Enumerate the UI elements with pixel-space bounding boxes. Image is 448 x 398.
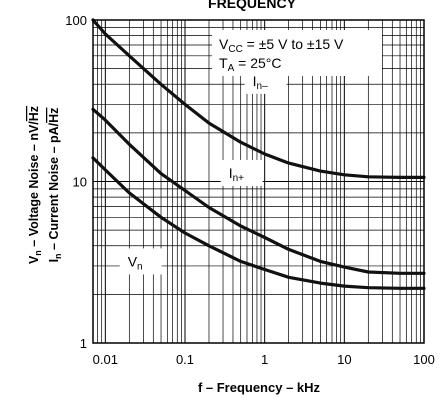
chart-title: FREQUENCY: [208, 0, 297, 11]
y-label-1-sub: n: [33, 250, 43, 256]
series-label-bg: [220, 159, 263, 186]
series-label-0: In–: [244, 67, 287, 94]
x-tick-label: 0.1: [176, 352, 194, 367]
series-label-bg: [119, 248, 162, 275]
svg-text:VCC = ±5 V to ±15 V: VCC = ±5 V to ±15 V: [219, 36, 344, 55]
vcc-prefix: V: [219, 36, 229, 52]
ta-text: = 25°C: [234, 55, 281, 71]
y-label-2-sub: n: [53, 253, 63, 259]
x-axis-label: f – Frequency – kHz: [198, 380, 321, 395]
series-line-1: [91, 107, 426, 275]
y-label-2-prefix: I: [47, 259, 61, 262]
y-axis-label-current: In – Current Noise – pA/Hz: [47, 108, 63, 263]
x-tick-label: 1: [261, 352, 268, 367]
y-label-2-root: Hz: [47, 108, 61, 123]
y-label-2-text: – Current Noise – pA/: [47, 122, 61, 253]
y-label-1-text: – Voltage Noise – nV/: [27, 121, 41, 251]
tick-labels: 0.01 0.1 1 10 100 1 10 100: [65, 13, 435, 367]
vcc-sub: CC: [228, 44, 242, 55]
svg-text:TA = 25°C: TA = 25°C: [219, 55, 281, 74]
y-tick-label: 100: [65, 13, 87, 28]
y-tick-label: 10: [73, 175, 87, 190]
y-axis-label: Vn – Voltage Noise – nV/Hz: [27, 106, 43, 264]
series-label-text: Vn: [128, 253, 143, 272]
series-labels: In– In+ Vn: [119, 67, 287, 275]
series-line-2: [91, 156, 426, 290]
series-label-1: In+: [220, 159, 263, 186]
ta-prefix: T: [219, 55, 228, 71]
ta-sub: A: [228, 63, 235, 74]
annotation-box: [212, 30, 382, 76]
series-label-text: In–: [253, 73, 268, 92]
y-tick-label: 1: [80, 336, 87, 351]
vcc-text: = ±5 V to ±15 V: [243, 36, 344, 52]
svg-text:In – Current Noise – pA/Hz: In – Current Noise – pA/Hz: [47, 108, 63, 263]
plot-frame: [92, 19, 425, 344]
series-label-bg: [244, 67, 287, 94]
x-tick-label: 10: [337, 352, 351, 367]
x-tick-label: 100: [413, 352, 435, 367]
svg-text:Vn – Voltage Noise – nV/Hz: Vn – Voltage Noise – nV/Hz: [27, 106, 43, 264]
y-label-1-prefix: V: [27, 255, 41, 264]
series-label-text: In+: [229, 165, 244, 184]
series-lines: [91, 18, 426, 290]
y-label-1-root: Hz: [27, 106, 41, 121]
series-label-2: Vn: [119, 248, 162, 275]
series-line-0: [91, 18, 426, 179]
conditions-annotation: VCC = ±5 V to ±15 V TA = 25°C: [212, 30, 382, 76]
x-tick-label: 0.01: [93, 352, 118, 367]
